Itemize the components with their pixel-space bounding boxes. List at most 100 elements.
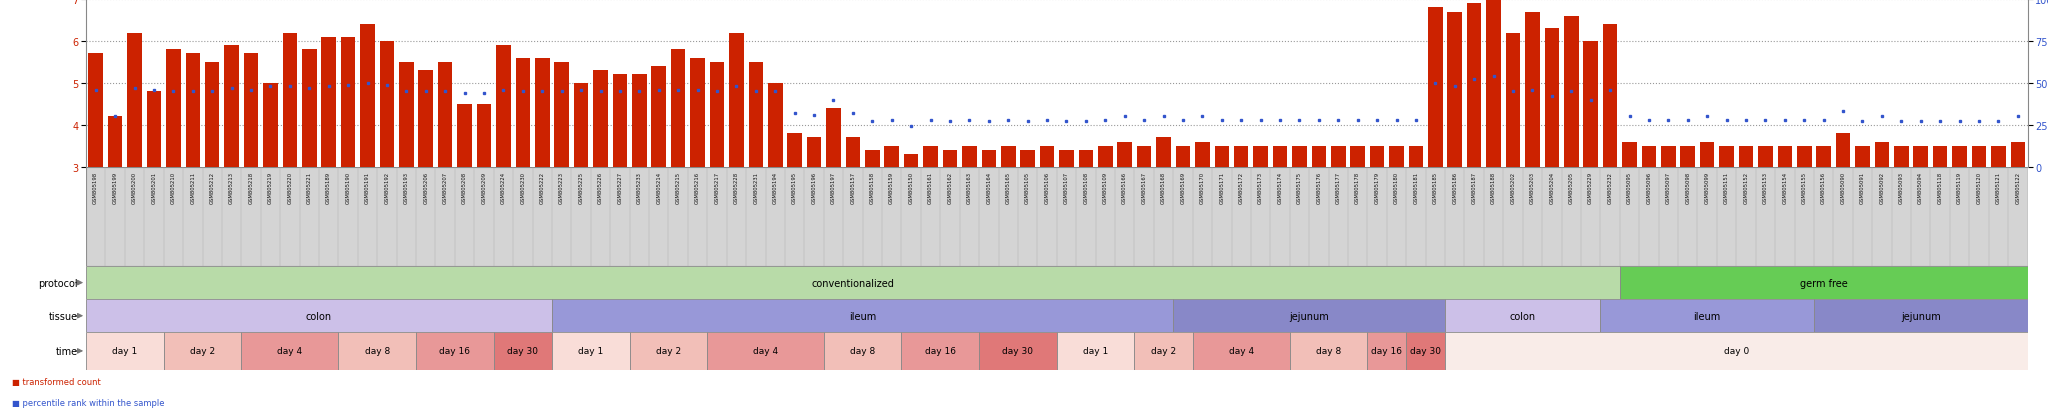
Text: colon: colon xyxy=(305,311,332,321)
Bar xyxy=(707,332,823,370)
Text: GSM805221: GSM805221 xyxy=(307,171,311,203)
Bar xyxy=(494,332,553,370)
Text: GSM805220: GSM805220 xyxy=(287,171,293,203)
Bar xyxy=(86,266,1620,299)
Bar xyxy=(283,33,297,167)
Text: GSM805167: GSM805167 xyxy=(1141,171,1147,203)
Bar xyxy=(555,63,569,167)
Bar xyxy=(379,42,393,167)
Bar xyxy=(1118,142,1133,167)
Text: GSM805118: GSM805118 xyxy=(1937,171,1944,203)
Bar xyxy=(1815,299,2028,332)
Bar xyxy=(1235,146,1249,167)
Text: GSM805177: GSM805177 xyxy=(1335,171,1341,203)
Bar xyxy=(416,332,494,370)
Bar xyxy=(1196,142,1210,167)
Text: GSM805162: GSM805162 xyxy=(948,171,952,203)
Text: GSM805095: GSM805095 xyxy=(1626,171,1632,203)
Text: GSM805179: GSM805179 xyxy=(1374,171,1380,203)
Bar xyxy=(1620,266,2028,299)
Bar xyxy=(86,299,553,332)
Bar xyxy=(225,46,240,167)
Text: GSM805163: GSM805163 xyxy=(967,171,973,203)
Text: GSM805187: GSM805187 xyxy=(1473,171,1477,203)
Bar xyxy=(1739,146,1753,167)
Bar xyxy=(301,50,317,167)
Text: day 16: day 16 xyxy=(1372,347,1403,356)
Bar xyxy=(2011,142,2025,167)
Text: GSM805121: GSM805121 xyxy=(1997,171,2001,203)
Bar xyxy=(127,33,141,167)
Text: GSM805099: GSM805099 xyxy=(1704,171,1710,203)
Text: GSM805204: GSM805204 xyxy=(1550,171,1554,203)
Text: protocol: protocol xyxy=(39,278,78,288)
Bar xyxy=(1176,146,1190,167)
Bar xyxy=(516,59,530,167)
Bar xyxy=(1700,142,1714,167)
Bar xyxy=(1446,332,2028,370)
Bar xyxy=(1526,12,1540,167)
Text: colon: colon xyxy=(1509,311,1536,321)
Bar xyxy=(338,332,416,370)
Bar xyxy=(496,46,510,167)
Text: GSM805152: GSM805152 xyxy=(1743,171,1749,203)
Text: GSM805228: GSM805228 xyxy=(733,171,739,203)
Text: GSM805096: GSM805096 xyxy=(1647,171,1651,203)
Bar xyxy=(86,332,164,370)
Text: GSM805156: GSM805156 xyxy=(1821,171,1827,203)
Text: ■ transformed count: ■ transformed count xyxy=(12,377,100,386)
Text: day 8: day 8 xyxy=(1317,347,1341,356)
Text: GSM805109: GSM805109 xyxy=(1102,171,1108,203)
Bar xyxy=(360,25,375,167)
Text: GSM805098: GSM805098 xyxy=(1686,171,1690,203)
Text: GSM805185: GSM805185 xyxy=(1434,171,1438,203)
Bar xyxy=(186,55,201,167)
Text: day 2: day 2 xyxy=(1151,347,1176,356)
Text: GSM805207: GSM805207 xyxy=(442,171,449,203)
Bar xyxy=(825,109,842,167)
Text: day 30: day 30 xyxy=(1001,347,1034,356)
Bar xyxy=(1059,150,1073,167)
Bar xyxy=(1079,150,1094,167)
Text: GSM805091: GSM805091 xyxy=(1860,171,1866,203)
Bar xyxy=(1192,332,1290,370)
Bar xyxy=(1933,146,1948,167)
Text: GSM805222: GSM805222 xyxy=(541,171,545,203)
Bar xyxy=(147,92,162,167)
Bar xyxy=(823,332,901,370)
Bar xyxy=(903,155,918,167)
Text: GSM805201: GSM805201 xyxy=(152,171,156,203)
Text: GSM805223: GSM805223 xyxy=(559,171,563,203)
Bar xyxy=(612,75,627,167)
Bar xyxy=(1913,146,1927,167)
Bar xyxy=(399,63,414,167)
Bar xyxy=(1757,146,1774,167)
Bar xyxy=(1817,146,1831,167)
Text: ileum: ileum xyxy=(1694,311,1720,321)
Text: GSM805214: GSM805214 xyxy=(655,171,662,203)
Text: GSM805213: GSM805213 xyxy=(229,171,233,203)
Bar xyxy=(1622,142,1636,167)
Text: ileum: ileum xyxy=(850,311,877,321)
Text: ■ percentile rank within the sample: ■ percentile rank within the sample xyxy=(12,398,164,407)
Text: GSM805119: GSM805119 xyxy=(1958,171,1962,203)
Bar xyxy=(418,71,432,167)
Text: GSM805231: GSM805231 xyxy=(754,171,758,203)
Text: GSM805190: GSM805190 xyxy=(346,171,350,203)
Text: GSM805174: GSM805174 xyxy=(1278,171,1282,203)
Text: day 1: day 1 xyxy=(113,347,137,356)
Bar xyxy=(1855,146,1870,167)
Bar xyxy=(1448,12,1462,167)
Text: GSM805203: GSM805203 xyxy=(1530,171,1534,203)
Bar xyxy=(629,332,707,370)
Text: GSM805158: GSM805158 xyxy=(870,171,874,203)
Bar xyxy=(651,67,666,167)
Text: GSM805120: GSM805120 xyxy=(1976,171,1982,203)
Text: GSM805108: GSM805108 xyxy=(1083,171,1087,203)
Text: time: time xyxy=(55,346,78,356)
Bar xyxy=(1174,299,1446,332)
Bar xyxy=(885,146,899,167)
Text: GSM805217: GSM805217 xyxy=(715,171,719,203)
Text: GSM805205: GSM805205 xyxy=(1569,171,1573,203)
Bar xyxy=(1040,146,1055,167)
